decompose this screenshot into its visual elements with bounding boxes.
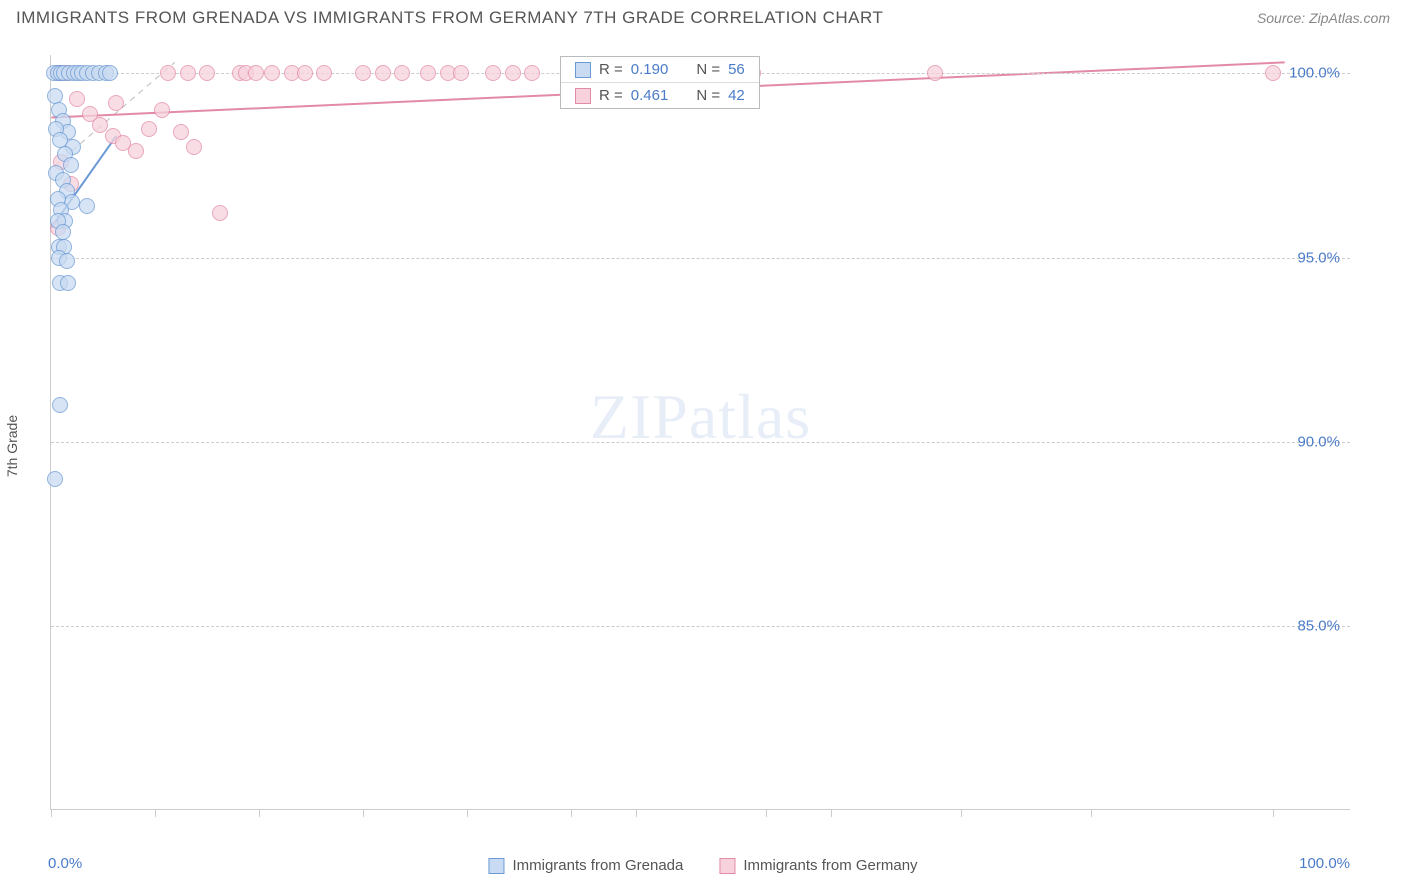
r-label: R = [599, 61, 623, 78]
grenada-point [60, 275, 76, 291]
r-value: 0.190 [631, 61, 669, 78]
y-tick-label: 85.0% [1297, 617, 1340, 634]
germany-point [927, 65, 943, 81]
legend-swatch [575, 88, 591, 104]
x-tick [155, 809, 156, 817]
r-value: 0.461 [631, 87, 669, 104]
y-axis-title: 7th Grade [4, 415, 20, 477]
grenada-point [63, 157, 79, 173]
r-label: R = [599, 87, 623, 104]
watermark: ZIPatlas [590, 380, 811, 454]
germany-point [394, 65, 410, 81]
x-tick [636, 809, 637, 817]
grenada-point [102, 65, 118, 81]
x-tick [571, 809, 572, 817]
legend-row: R = 0.461 N = 42 [561, 83, 759, 108]
grenada-point [47, 88, 63, 104]
series-legend-label: Immigrants from Grenada [512, 857, 683, 874]
germany-point [69, 91, 85, 107]
y-tick-label: 95.0% [1297, 249, 1340, 266]
y-tick-label: 100.0% [1289, 65, 1340, 82]
correlation-legend: R = 0.190 N = 56 R = 0.461 N = 42 [560, 56, 760, 109]
grenada-point [55, 224, 71, 240]
n-label: N = [696, 61, 720, 78]
n-value: 42 [728, 87, 745, 104]
x-tick [831, 809, 832, 817]
grenada-point [52, 132, 68, 148]
scatter-chart: ZIPatlas 100.0% 95.0% 90.0% 85.0% [50, 55, 1350, 810]
y-tick-label: 90.0% [1297, 433, 1340, 450]
germany-point [485, 65, 501, 81]
germany-point [154, 102, 170, 118]
x-tick [1273, 809, 1274, 817]
x-tick [1091, 809, 1092, 817]
n-value: 56 [728, 61, 745, 78]
grenada-point [52, 397, 68, 413]
germany-point [108, 95, 124, 111]
germany-point [453, 65, 469, 81]
germany-point [264, 65, 280, 81]
series-legend: Immigrants from Grenada Immigrants from G… [488, 857, 917, 874]
germany-point [141, 121, 157, 137]
grenada-point [79, 198, 95, 214]
germany-point [199, 65, 215, 81]
x-tick [961, 809, 962, 817]
germany-point [173, 124, 189, 140]
germany-point [524, 65, 540, 81]
header: IMMIGRANTS FROM GRENADA VS IMMIGRANTS FR… [0, 0, 1406, 36]
plot-svg [51, 55, 1350, 809]
legend-swatch [488, 858, 504, 874]
x-axis-end-label: 100.0% [1299, 855, 1350, 872]
legend-row: R = 0.190 N = 56 [561, 57, 759, 83]
germany-point [355, 65, 371, 81]
gridline [51, 442, 1350, 443]
grenada-point [59, 253, 75, 269]
x-tick [766, 809, 767, 817]
x-axis-start-label: 0.0% [48, 855, 82, 872]
germany-point [128, 143, 144, 159]
gridline [51, 626, 1350, 627]
x-tick [51, 809, 52, 817]
gridline [51, 258, 1350, 259]
germany-point [186, 139, 202, 155]
source-attribution: Source: ZipAtlas.com [1257, 10, 1390, 26]
germany-point [505, 65, 521, 81]
germany-point [375, 65, 391, 81]
x-tick [467, 809, 468, 817]
x-tick [259, 809, 260, 817]
legend-swatch [719, 858, 735, 874]
germany-point [160, 65, 176, 81]
germany-point [1265, 65, 1281, 81]
series-legend-item: Immigrants from Germany [719, 857, 917, 874]
germany-point [297, 65, 313, 81]
legend-swatch [575, 62, 591, 78]
x-tick [363, 809, 364, 817]
germany-point [248, 65, 264, 81]
series-legend-item: Immigrants from Grenada [488, 857, 683, 874]
series-legend-label: Immigrants from Germany [743, 857, 917, 874]
germany-point [316, 65, 332, 81]
grenada-point [47, 471, 63, 487]
page-title: IMMIGRANTS FROM GRENADA VS IMMIGRANTS FR… [16, 8, 883, 28]
n-label: N = [696, 87, 720, 104]
germany-point [180, 65, 196, 81]
germany-point [212, 205, 228, 221]
germany-point [420, 65, 436, 81]
